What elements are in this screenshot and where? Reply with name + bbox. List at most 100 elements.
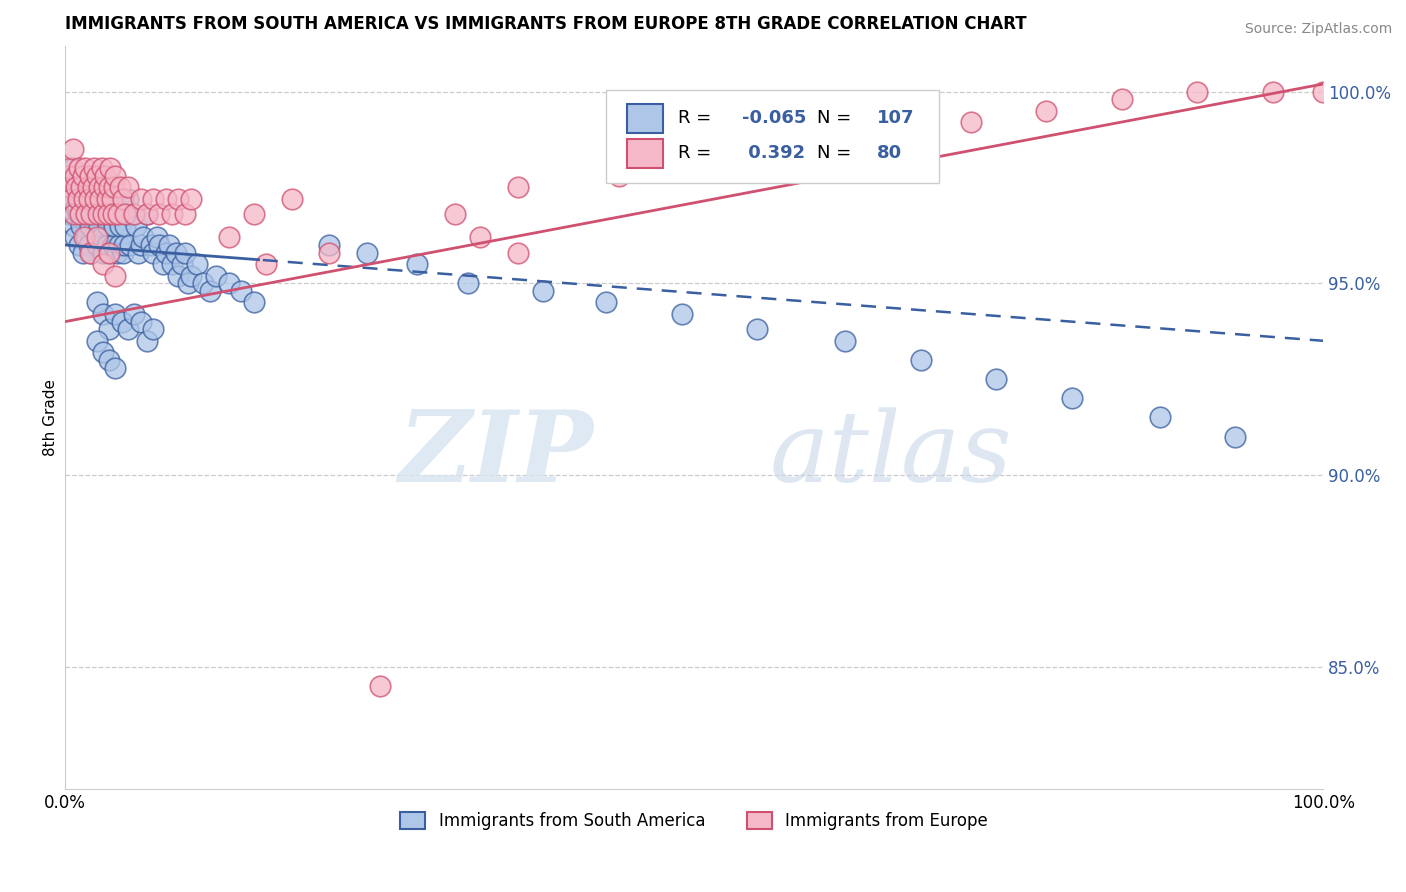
Point <box>65 180 87 194</box>
Point <box>218 277 240 291</box>
Point <box>79 245 101 260</box>
Text: Source: ZipAtlas.com: Source: ZipAtlas.com <box>1244 22 1392 37</box>
Point <box>142 322 165 336</box>
Point <box>152 257 174 271</box>
Point <box>76 180 98 194</box>
Point <box>132 230 155 244</box>
Point <box>90 230 112 244</box>
Point <box>98 245 121 260</box>
Point <box>120 238 142 252</box>
Point <box>63 219 86 233</box>
Y-axis label: 8th Grade: 8th Grade <box>44 379 58 456</box>
Point <box>148 207 170 221</box>
Point <box>107 207 129 221</box>
Point <box>84 192 107 206</box>
Point <box>129 315 152 329</box>
Point <box>75 161 97 176</box>
Point <box>607 169 630 183</box>
Point <box>76 180 98 194</box>
Point <box>84 180 107 194</box>
Point <box>56 192 79 206</box>
Point <box>89 192 111 206</box>
Point <box>180 192 202 206</box>
Point <box>91 207 114 221</box>
FancyBboxPatch shape <box>627 103 662 134</box>
Point <box>108 238 131 252</box>
Point <box>62 142 84 156</box>
Point <box>117 192 139 206</box>
Text: R =: R = <box>678 144 717 161</box>
Point <box>173 207 195 221</box>
Point <box>75 230 97 244</box>
Point <box>77 238 100 252</box>
Point <box>160 207 183 221</box>
Point <box>122 207 145 221</box>
Point <box>671 307 693 321</box>
Text: ZIP: ZIP <box>398 407 593 503</box>
Point <box>884 130 907 145</box>
FancyBboxPatch shape <box>627 138 662 169</box>
Point <box>124 219 146 233</box>
Point <box>87 180 110 194</box>
Point <box>91 245 114 260</box>
Point <box>595 295 617 310</box>
Text: 0.392: 0.392 <box>742 144 806 161</box>
Point <box>65 200 87 214</box>
Point <box>142 245 165 260</box>
Point <box>910 353 932 368</box>
Point <box>115 207 138 221</box>
Point <box>98 207 121 221</box>
Point <box>122 307 145 321</box>
Point <box>107 207 129 221</box>
Point <box>100 192 122 206</box>
Point <box>103 219 125 233</box>
Point <box>75 207 97 221</box>
Point <box>457 277 479 291</box>
Point <box>280 192 302 206</box>
Text: IMMIGRANTS FROM SOUTH AMERICA VS IMMIGRANTS FROM EUROPE 8TH GRADE CORRELATION CH: IMMIGRANTS FROM SOUTH AMERICA VS IMMIGRA… <box>65 15 1026 33</box>
Point <box>506 180 529 194</box>
Point <box>79 169 101 183</box>
Point <box>87 207 110 221</box>
Point <box>960 115 983 129</box>
Point <box>984 372 1007 386</box>
Point <box>66 207 89 221</box>
Point <box>94 169 117 183</box>
Point <box>96 238 118 252</box>
Point <box>86 169 108 183</box>
Point <box>1187 85 1209 99</box>
Point <box>73 200 96 214</box>
Point <box>101 207 124 221</box>
Point <box>139 238 162 252</box>
Point <box>142 192 165 206</box>
FancyBboxPatch shape <box>606 90 939 183</box>
Point <box>75 207 97 221</box>
Point <box>96 192 118 206</box>
Point <box>112 238 135 252</box>
Point <box>173 245 195 260</box>
Point <box>148 238 170 252</box>
Point <box>114 219 136 233</box>
Point <box>79 192 101 206</box>
Point <box>97 207 120 221</box>
Point <box>808 142 831 156</box>
Point <box>167 192 190 206</box>
Point <box>79 219 101 233</box>
Point <box>63 207 86 221</box>
Point <box>135 207 157 221</box>
Point <box>62 161 84 176</box>
Text: atlas: atlas <box>769 407 1012 502</box>
Point <box>89 207 111 221</box>
Point <box>1223 429 1246 443</box>
Point <box>104 360 127 375</box>
Point <box>218 230 240 244</box>
Point <box>160 257 183 271</box>
Point <box>80 245 103 260</box>
Point <box>159 238 181 252</box>
Point <box>117 322 139 336</box>
Point <box>155 245 177 260</box>
Point <box>67 161 90 176</box>
Point <box>86 230 108 244</box>
Point <box>1060 392 1083 406</box>
Point <box>1312 85 1334 99</box>
